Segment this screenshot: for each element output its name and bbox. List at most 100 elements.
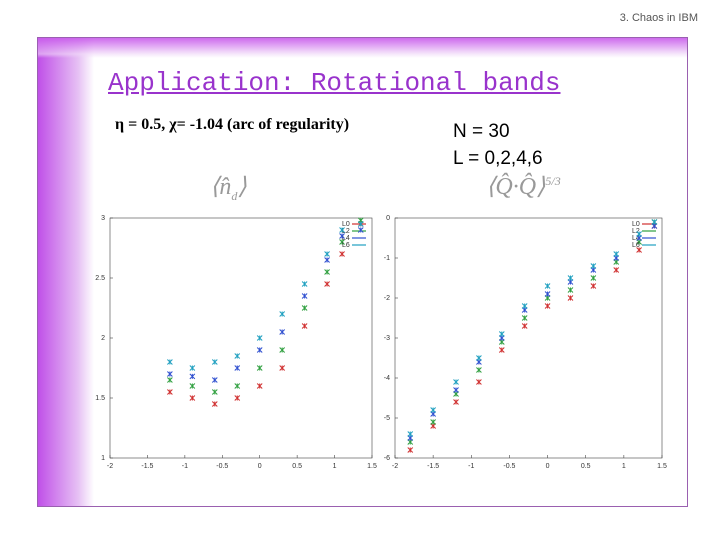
y-tick-label: -4 — [384, 375, 390, 382]
formula-sub: d — [231, 188, 238, 203]
y-tick-label: -3 — [384, 335, 390, 342]
point — [256, 383, 263, 389]
point — [301, 293, 308, 299]
point — [636, 247, 642, 253]
point — [279, 365, 286, 371]
point — [544, 291, 551, 297]
legend-label: L4 — [632, 235, 640, 242]
y-tick-label: -6 — [384, 455, 390, 462]
point — [590, 283, 597, 289]
x-tick-label: -2 — [107, 463, 113, 470]
x-tick-label: 0 — [546, 463, 550, 470]
legend-label: L6 — [632, 242, 640, 249]
point — [167, 389, 173, 395]
note: L = 0,2,4,6 — [453, 148, 543, 169]
point — [256, 365, 263, 371]
point — [324, 269, 330, 275]
point — [476, 367, 482, 373]
y-tick-label: 1.5 — [95, 395, 105, 402]
point — [651, 219, 658, 225]
point — [430, 419, 436, 425]
point — [279, 347, 286, 353]
legend-label: L4 — [342, 235, 350, 242]
y-tick-label: -5 — [384, 415, 390, 422]
point — [324, 251, 330, 257]
point — [567, 275, 574, 281]
slide-title: Application: Rotational bands — [108, 68, 561, 98]
x-tick-label: -1 — [182, 463, 188, 470]
formula-sup: 5/3 — [545, 174, 561, 188]
point — [324, 257, 330, 263]
legend-label: L0 — [632, 221, 640, 228]
x-tick-label: 1 — [622, 463, 626, 470]
y-tick-label: 1 — [101, 455, 105, 462]
plot-frame — [109, 217, 373, 459]
point — [476, 379, 482, 385]
point — [339, 251, 345, 257]
point — [279, 311, 286, 317]
point — [521, 303, 528, 309]
y-tick-label: 2 — [101, 335, 105, 342]
point — [590, 275, 597, 281]
point — [498, 331, 505, 337]
legend-label: L0 — [342, 221, 350, 228]
legend-label: L6 — [342, 242, 350, 249]
y-tick-label: 3 — [101, 215, 105, 222]
x-tick-label: -1.5 — [427, 463, 439, 470]
header: 3. Chaos in IBM — [619, 12, 698, 24]
plot-frame — [394, 217, 663, 459]
point — [211, 401, 218, 407]
point — [301, 323, 308, 329]
point — [167, 359, 173, 365]
point — [189, 395, 196, 401]
point — [301, 305, 308, 311]
x-tick-label: 1.5 — [367, 463, 377, 470]
point — [324, 281, 330, 287]
formula-text: ⟨Q̂·Q̂⟩ — [486, 174, 546, 200]
point — [234, 365, 241, 371]
point — [636, 231, 642, 237]
point — [407, 447, 414, 453]
point — [211, 359, 218, 365]
point — [521, 323, 528, 329]
point — [339, 233, 345, 239]
point — [279, 329, 286, 335]
point — [256, 335, 263, 341]
point — [407, 431, 414, 437]
point — [234, 353, 241, 359]
x-tick-label: 0 — [258, 463, 262, 470]
legend-label: L2 — [342, 228, 350, 235]
formula: ⟨n̂d⟩ — [210, 172, 247, 204]
point — [613, 267, 620, 273]
point — [189, 383, 196, 389]
point — [430, 407, 436, 413]
point — [256, 347, 263, 353]
x-tick-label: -1 — [468, 463, 474, 470]
formula-text: ⟩ — [237, 174, 247, 200]
point — [613, 251, 620, 257]
note: N = 30 — [453, 121, 510, 142]
legend-label: L2 — [632, 228, 640, 235]
point — [521, 315, 528, 321]
point — [167, 371, 173, 377]
formula: ⟨Q̂·Q̂⟩5/3 — [486, 172, 561, 201]
x-tick-label: 0.5 — [292, 463, 302, 470]
slide-frame — [37, 37, 688, 507]
point — [211, 389, 218, 395]
point — [234, 395, 241, 401]
x-tick-label: 1.5 — [657, 463, 667, 470]
y-tick-label: -1 — [384, 255, 390, 262]
point — [211, 377, 218, 383]
x-tick-label: -2 — [392, 463, 398, 470]
x-tick-label: -1.5 — [141, 463, 153, 470]
point — [357, 227, 364, 233]
point — [544, 303, 551, 309]
formula-text: ⟨n̂ — [210, 174, 232, 200]
point — [590, 263, 597, 269]
point — [339, 227, 345, 233]
x-tick-label: -0.5 — [503, 463, 515, 470]
x-tick-label: -0.5 — [216, 463, 228, 470]
point — [476, 355, 482, 361]
